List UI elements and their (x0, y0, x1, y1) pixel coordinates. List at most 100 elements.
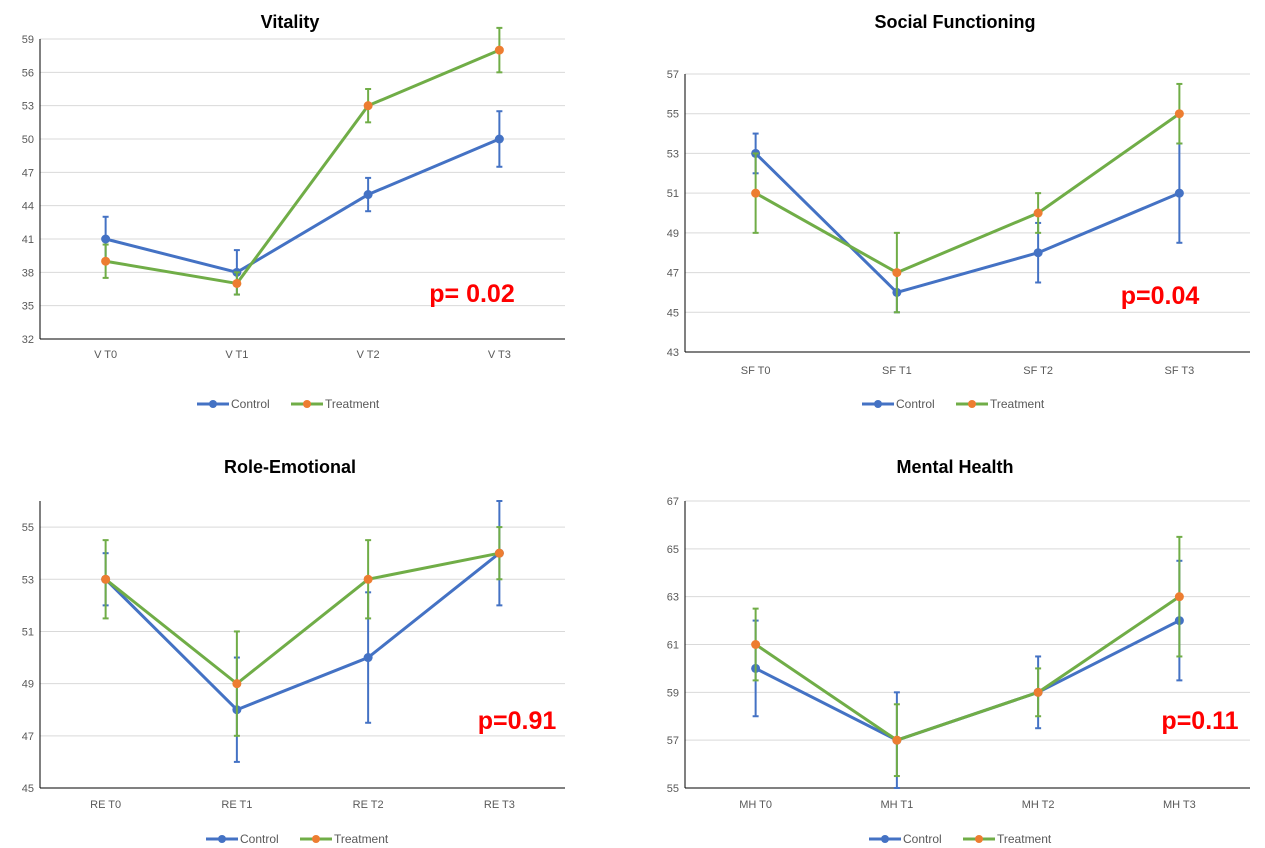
y-tick-label: 59 (22, 34, 34, 46)
y-tick-label: 47 (22, 167, 34, 179)
y-tick-label: 51 (22, 626, 34, 638)
data-point (751, 188, 761, 198)
y-tick-label: 55 (667, 109, 679, 121)
data-point (232, 679, 242, 689)
y-tick-label: 41 (22, 234, 34, 246)
series-treatment (751, 535, 1184, 778)
legend-label: Control (896, 397, 935, 411)
x-tick-label: V T2 (357, 349, 380, 361)
y-tick-label: 55 (667, 783, 679, 795)
chart-title: Vitality (261, 12, 320, 32)
data-point (494, 134, 504, 144)
p-value-annotation: p=0.11 (1161, 707, 1238, 735)
data-point (363, 101, 373, 111)
y-tick-label: 43 (667, 347, 679, 359)
legend: Control Treatment (862, 397, 1045, 411)
y-tick-label: 57 (667, 735, 679, 747)
series-treatment (101, 26, 504, 296)
y-tick-label: 35 (22, 301, 34, 313)
x-tick-label: RE T2 (353, 799, 384, 811)
x-tick-label: V T0 (94, 349, 117, 361)
y-tick-label: 45 (22, 783, 34, 795)
legend-label: Treatment (997, 832, 1052, 846)
y-tick-label: 53 (667, 148, 679, 160)
legend-label: Treatment (990, 397, 1045, 411)
legend-label: Control (231, 397, 270, 411)
legend-label: Control (240, 832, 279, 846)
x-tick-label: V T1 (225, 349, 248, 361)
legend-swatch-marker (968, 400, 976, 408)
x-tick-label: SF T0 (741, 365, 771, 377)
x-tick-label: MH T3 (1163, 799, 1196, 811)
y-tick-label: 44 (22, 201, 34, 213)
y-tick-label: 47 (22, 731, 34, 743)
y-tick-label: 56 (22, 67, 34, 79)
x-tick-label: MH T0 (739, 799, 772, 811)
x-tick-label: RE T0 (90, 799, 121, 811)
legend-swatch-marker (312, 835, 320, 843)
p-value-annotation: p=0.04 (1121, 282, 1200, 310)
legend: Control Treatment (197, 397, 380, 411)
data-point (101, 256, 111, 266)
y-tick-label: 47 (667, 268, 679, 280)
data-point (1174, 109, 1184, 119)
x-tick-label: SF T3 (1164, 365, 1194, 377)
legend-swatch-marker (303, 400, 311, 408)
x-tick-label: SF T2 (1023, 365, 1053, 377)
chart-title: Mental Health (896, 457, 1013, 477)
y-tick-label: 38 (22, 267, 34, 279)
series-line (105, 48, 500, 285)
y-tick-label: 49 (667, 228, 679, 240)
data-point (363, 190, 373, 200)
series-control (751, 559, 1184, 789)
y-tick-label: 55 (22, 522, 34, 534)
chart-panel: Vitality 32 35 38 41 44 47 50 53 56 59 V T0 V T1 V T2… (22, 12, 565, 411)
series-control (751, 132, 1184, 314)
data-point (892, 735, 902, 745)
y-tick-label: 53 (22, 101, 34, 113)
y-tick-label: 45 (667, 307, 679, 319)
y-tick-label: 53 (22, 574, 34, 586)
p-value-annotation: p= 0.02 (429, 280, 514, 308)
data-point (363, 574, 373, 584)
legend-swatch-marker (881, 835, 889, 843)
data-point (101, 234, 111, 244)
x-tick-label: RE T1 (221, 799, 252, 811)
chart-panel: Mental Health 55 57 59 61 63 65 67 MH T0 MH T1 MH … (667, 457, 1250, 846)
y-tick-label: 61 (667, 640, 679, 652)
legend-swatch-marker (874, 400, 882, 408)
y-tick-label: 51 (667, 188, 679, 200)
data-point (232, 278, 242, 288)
data-point (1033, 208, 1043, 218)
y-tick-label: 49 (22, 679, 34, 691)
y-tick-label: 65 (667, 544, 679, 556)
legend-label: Control (903, 832, 942, 846)
series-line (105, 137, 500, 274)
y-tick-label: 57 (667, 69, 679, 81)
y-tick-label: 50 (22, 134, 34, 146)
p-value-annotation: p=0.91 (478, 707, 557, 735)
chart-panel: Role-Emotional 45 47 49 51 53 55 RE T0 RE T1 RE T… (22, 457, 565, 846)
x-tick-label: SF T1 (882, 365, 912, 377)
y-tick-label: 67 (667, 496, 679, 508)
series-line (754, 152, 1180, 294)
legend-swatch-marker (218, 835, 226, 843)
series-line (754, 112, 1181, 275)
x-tick-label: MH T2 (1022, 799, 1055, 811)
chart-title: Role-Emotional (224, 457, 356, 477)
x-tick-label: V T3 (488, 349, 511, 361)
series-line (104, 551, 500, 686)
data-point (751, 640, 761, 649)
legend-label: Treatment (334, 832, 389, 846)
x-tick-label: RE T3 (484, 799, 515, 811)
series-treatment (751, 82, 1184, 314)
legend-swatch-marker (209, 400, 217, 408)
legend: Control Treatment (206, 832, 389, 846)
data-point (494, 548, 504, 558)
x-tick-label: MH T1 (880, 799, 913, 811)
series-line (754, 595, 1181, 742)
data-point (1033, 687, 1043, 697)
legend: Control Treatment (869, 832, 1052, 846)
chart-panel: Social Functioning 43 45 47 49 51 53 55 57 SF T0 S… (667, 12, 1250, 411)
y-tick-label: 59 (667, 687, 679, 699)
